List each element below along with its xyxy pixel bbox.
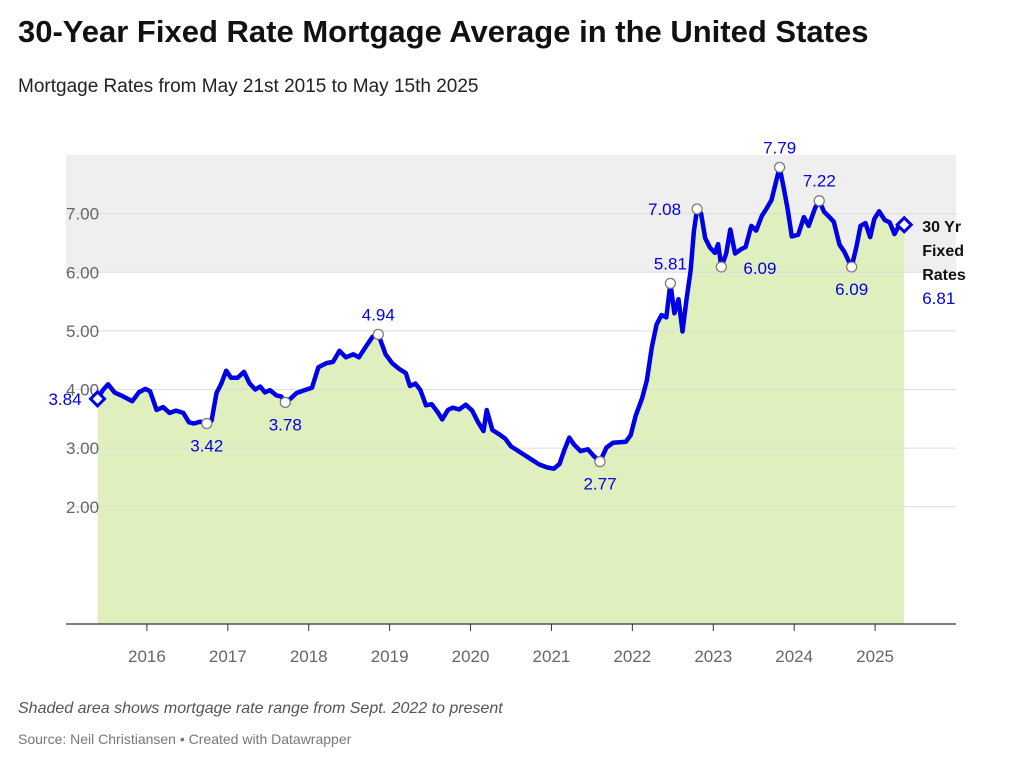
- point-marker: [774, 161, 786, 173]
- data-label: 2.77: [583, 475, 616, 494]
- area-layer: [97, 167, 905, 625]
- area-fill: [97, 167, 905, 625]
- x-tick-label: 2019: [371, 647, 409, 666]
- point-marker: [813, 195, 825, 207]
- chart-source: Source: Neil Christiansen • Created with…: [18, 731, 352, 747]
- x-tick-label: 2025: [856, 647, 894, 666]
- x-tick-label: 2024: [775, 647, 813, 666]
- point-marker: [664, 277, 676, 289]
- point-marker: [594, 456, 606, 468]
- point-marker: [201, 417, 213, 430]
- series-end-label: 30 Yr: [922, 219, 961, 236]
- data-label: 4.94: [362, 305, 395, 324]
- series-end-label: Fixed: [922, 243, 964, 260]
- y-tick-label: 7.00: [66, 205, 99, 224]
- x-tick-label: 2017: [209, 647, 247, 666]
- y-tick-label: 5.00: [66, 322, 99, 341]
- y-tick-label: 6.00: [66, 263, 99, 282]
- y-tick-label: 4.00: [66, 381, 99, 400]
- data-label: 5.81: [654, 254, 687, 273]
- data-label: 7.79: [763, 138, 796, 157]
- x-axis: 2016 2017 2018 2019 2020 2021 2022 2023 2024 2025: [66, 623, 956, 666]
- x-tick-label: 2018: [290, 647, 328, 666]
- marker-layer: [88, 161, 914, 468]
- y-tick-label: 3.00: [66, 439, 99, 458]
- end-diamond-marker: [895, 215, 914, 234]
- x-tick-label: 2023: [694, 647, 732, 666]
- data-label: 3.84: [48, 390, 81, 409]
- series-end-label: Rates: [922, 267, 966, 284]
- point-marker: [691, 203, 703, 215]
- series-end-value: 6.81: [922, 289, 955, 308]
- x-tick-label: 2016: [128, 647, 166, 666]
- chart-notes: Shaded area shows mortgage rate range fr…: [18, 700, 503, 717]
- chart-subtitle: Mortgage Rates from May 21st 2015 to May…: [18, 76, 479, 97]
- x-tick-label: 2022: [613, 647, 651, 666]
- x-tick-label: 2020: [452, 647, 490, 666]
- y-axis: 2.00 3.00 4.00 5.00 6.00 7.00: [66, 205, 99, 517]
- chart-title: 30-Year Fixed Rate Mortgage Average in t…: [18, 14, 869, 49]
- data-label: 7.22: [803, 172, 836, 191]
- y-tick-label: 2.00: [66, 498, 99, 517]
- data-label: 7.08: [648, 200, 681, 219]
- x-tick-label: 2021: [533, 647, 571, 666]
- point-marker: [372, 328, 384, 340]
- chart-svg: 2.003.004.005.006.007.00 2016 2017 2018 201…: [48, 138, 965, 666]
- data-label: 6.09: [835, 280, 868, 299]
- point-marker: [715, 261, 727, 273]
- data-label: 3.78: [269, 415, 302, 434]
- start-diamond-marker: [88, 389, 107, 409]
- line-layer: [95, 165, 907, 471]
- point-marker: [846, 261, 858, 273]
- series-line: [95, 165, 907, 471]
- data-label: 3.42: [190, 437, 223, 456]
- point-marker: [279, 396, 291, 408]
- label-layer: 3.84 3.42 3.78 4.94 2.77 5.81 7.08 6.09 7.79 7.22…: [48, 138, 965, 493]
- data-label: 6.09: [743, 259, 776, 278]
